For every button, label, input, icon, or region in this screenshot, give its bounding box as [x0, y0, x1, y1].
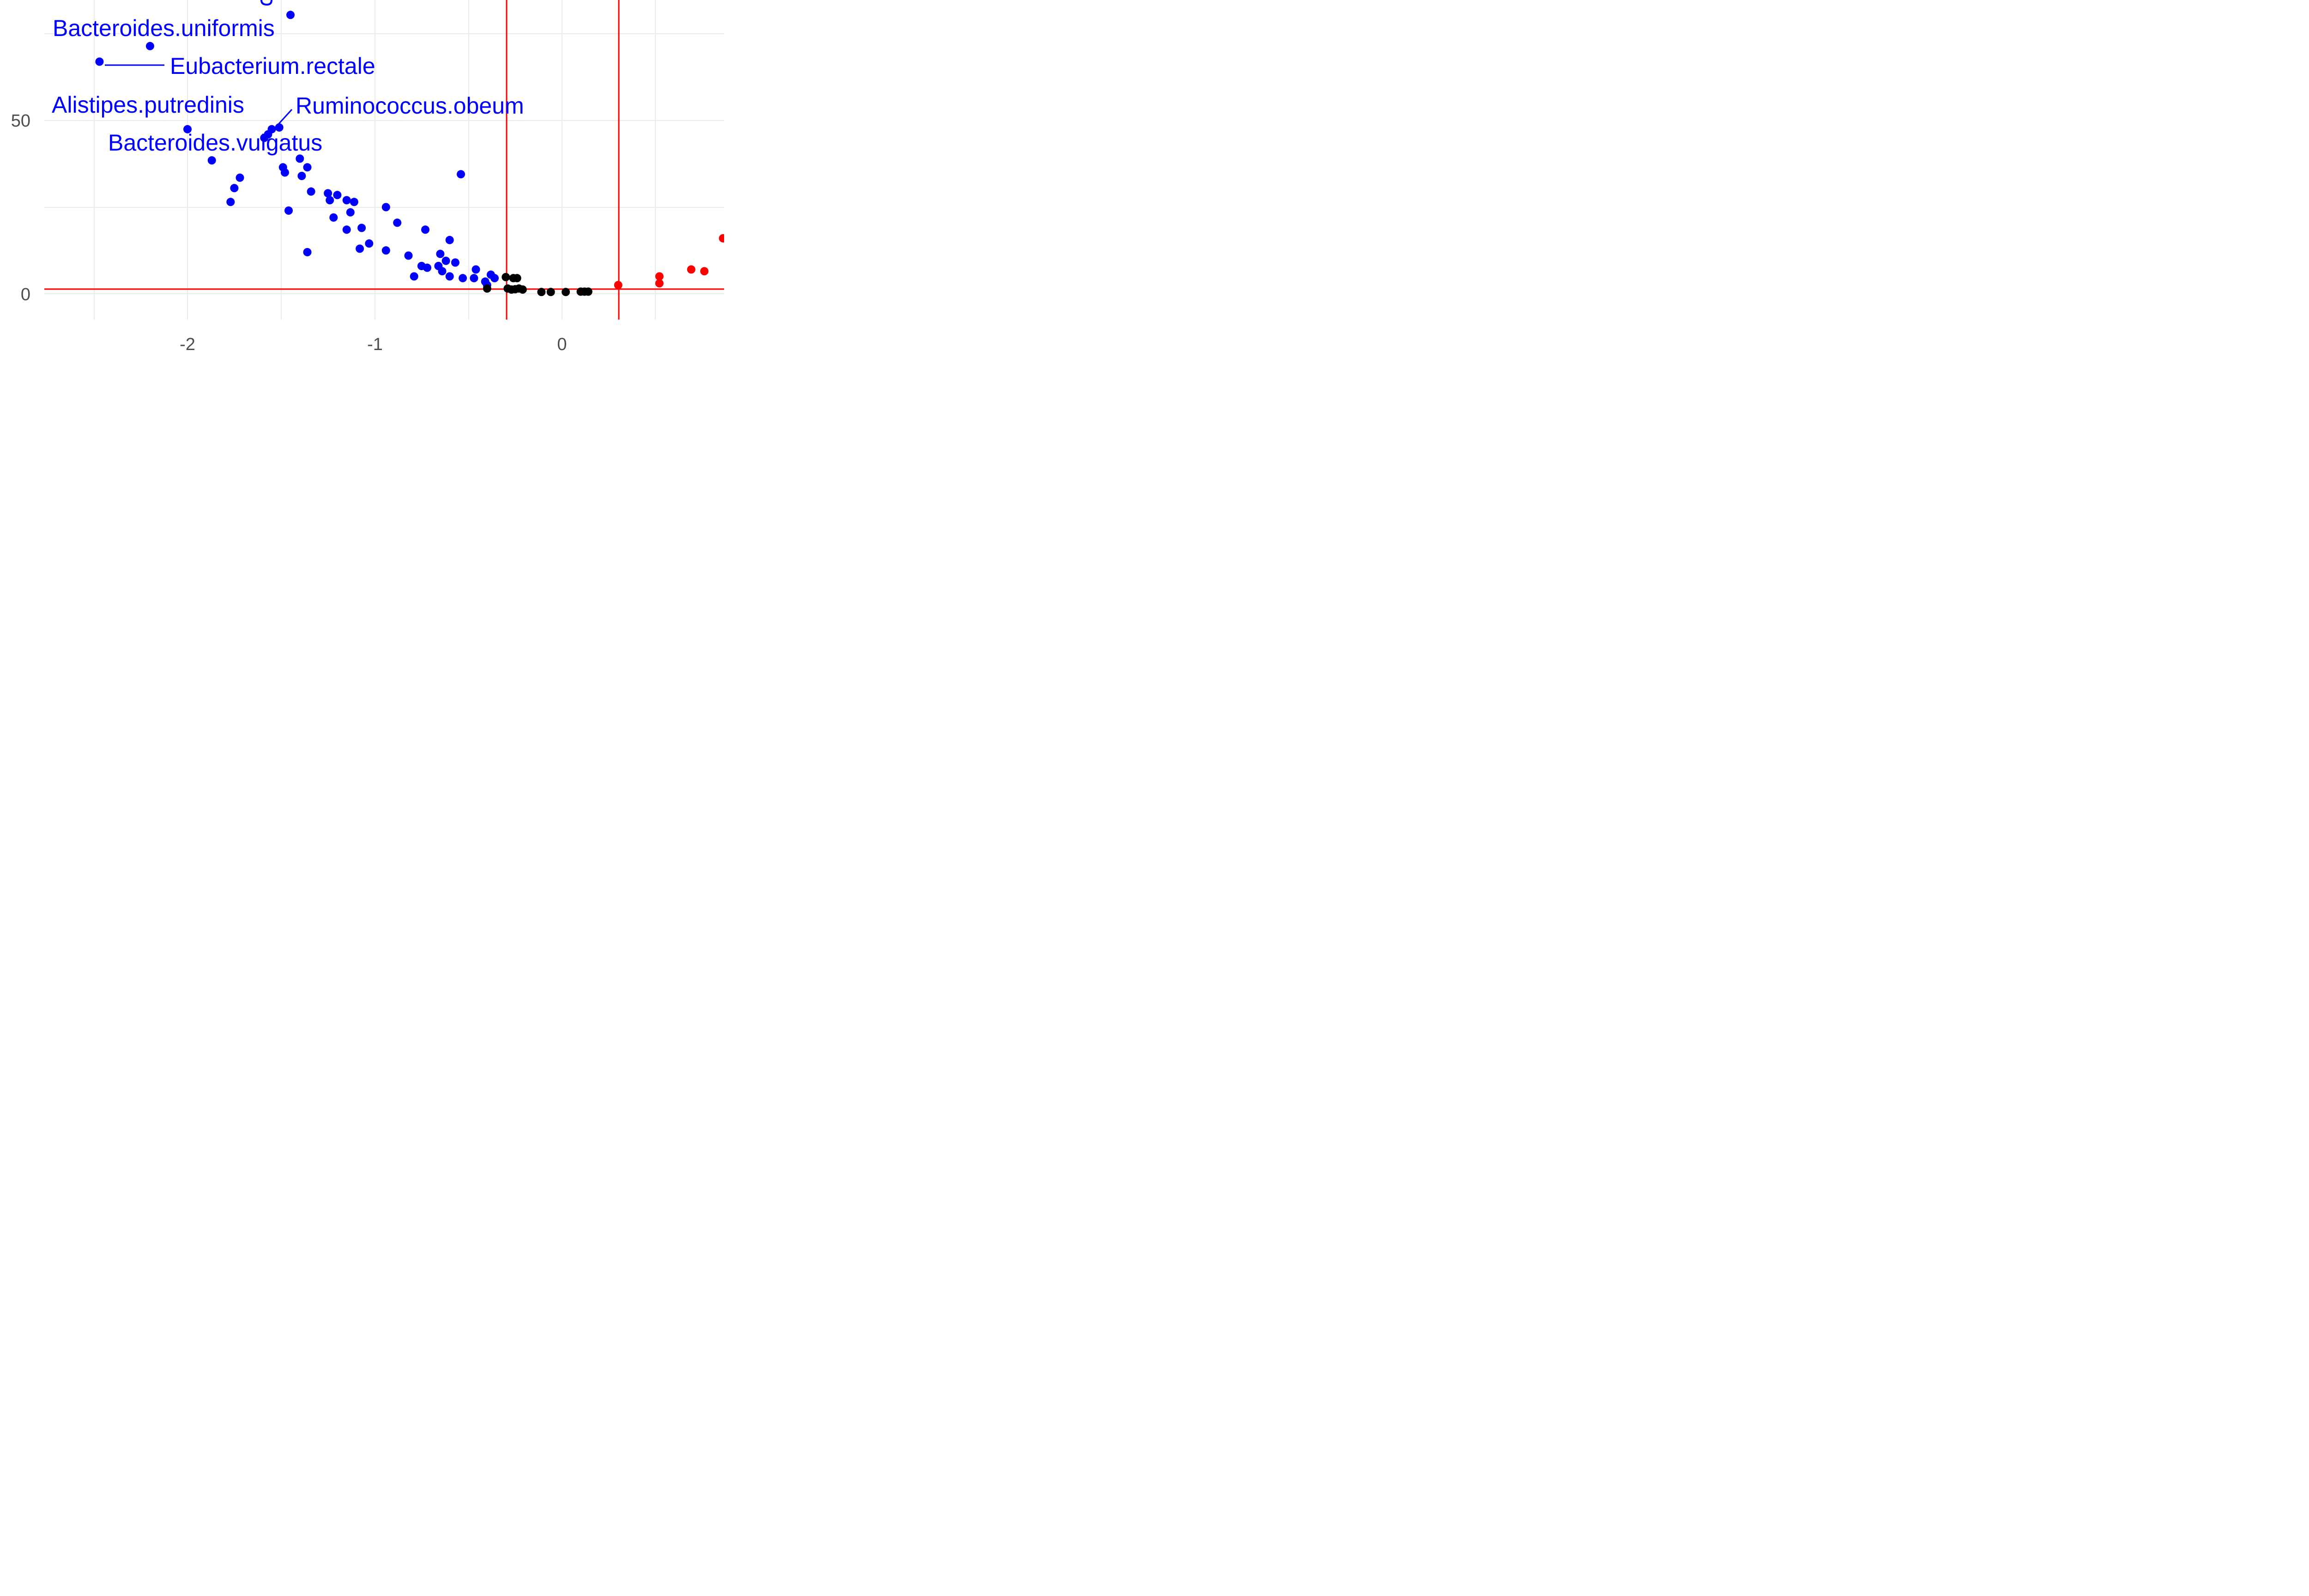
point-label: Ruminococcus.obeum — [296, 93, 524, 119]
data-point — [286, 11, 295, 19]
data-point — [687, 265, 695, 274]
data-point — [356, 244, 364, 253]
volcano-plot: Bacteroides.uniformis Eubacterium.rectal… — [11, 0, 724, 354]
data-point — [410, 272, 418, 281]
threshold-lines — [44, 0, 724, 320]
data-point — [700, 267, 709, 276]
data-point — [470, 274, 478, 283]
data-point — [307, 187, 315, 196]
data-point — [95, 57, 104, 66]
data-point — [260, 133, 269, 142]
data-point — [275, 123, 284, 132]
data-point — [145, 42, 154, 50]
data-point — [459, 274, 467, 283]
data-point — [471, 265, 480, 274]
data-point — [226, 198, 235, 206]
x-tick-label: 0 — [557, 335, 567, 354]
data-point — [329, 213, 338, 222]
point-label: Alistipes.putredinis — [52, 92, 244, 118]
data-point — [546, 288, 555, 296]
x-axis-ticks: -2 -1 0 — [180, 335, 567, 354]
data-point — [445, 272, 454, 281]
data-point — [518, 285, 527, 294]
data-point — [584, 287, 592, 296]
data-point — [207, 156, 216, 165]
data-point — [719, 234, 724, 242]
data-point — [537, 288, 546, 296]
data-point — [365, 239, 374, 248]
data-point — [655, 272, 664, 281]
data-point — [483, 284, 491, 293]
point-label: Bacteroides.vulgatus — [108, 130, 322, 156]
data-point — [421, 225, 429, 234]
data-point — [280, 168, 289, 177]
data-point — [297, 172, 306, 180]
data-point — [230, 184, 239, 193]
data-point — [346, 208, 355, 217]
data-point — [236, 173, 244, 182]
data-point — [303, 163, 312, 172]
y-tick-label: 50 — [11, 111, 30, 131]
data-point — [438, 267, 447, 276]
data-point — [357, 224, 366, 232]
x-tick-label: -2 — [180, 335, 195, 354]
data-point — [333, 191, 342, 200]
data-point — [393, 218, 402, 227]
data-point — [490, 274, 499, 283]
data-point — [423, 263, 431, 272]
y-axis-ticks: 50 0 — [11, 111, 30, 304]
data-point — [284, 206, 293, 215]
data-point — [457, 170, 465, 179]
data-point — [441, 256, 450, 265]
point-label: Bacteroides.uniformis — [53, 15, 275, 41]
data-point — [381, 246, 390, 255]
data-point — [342, 225, 351, 234]
data-point — [513, 274, 521, 283]
data-point — [404, 251, 413, 260]
data-point — [296, 154, 304, 163]
data-point — [445, 236, 454, 244]
point-label: Eubacterium.rectale — [170, 53, 375, 79]
data-point — [451, 258, 459, 267]
data-point — [326, 196, 334, 205]
data-point — [381, 203, 390, 212]
data-point — [303, 248, 312, 256]
grid-lines — [44, 0, 724, 320]
x-tick-label: -1 — [367, 335, 383, 354]
point-labels: Bacteroides.uniformis Eubacterium.rectal… — [52, 15, 524, 156]
data-point — [350, 198, 358, 206]
data-point — [183, 125, 192, 133]
y-tick-label: 0 — [21, 285, 30, 304]
cropped-label-fragment — [260, 0, 272, 6]
data-point — [614, 281, 623, 290]
data-points — [95, 11, 724, 296]
data-point — [655, 279, 664, 288]
data-point — [436, 249, 445, 258]
data-point — [342, 196, 351, 205]
data-point — [324, 189, 332, 198]
data-point — [562, 288, 570, 296]
data-point — [502, 273, 510, 281]
